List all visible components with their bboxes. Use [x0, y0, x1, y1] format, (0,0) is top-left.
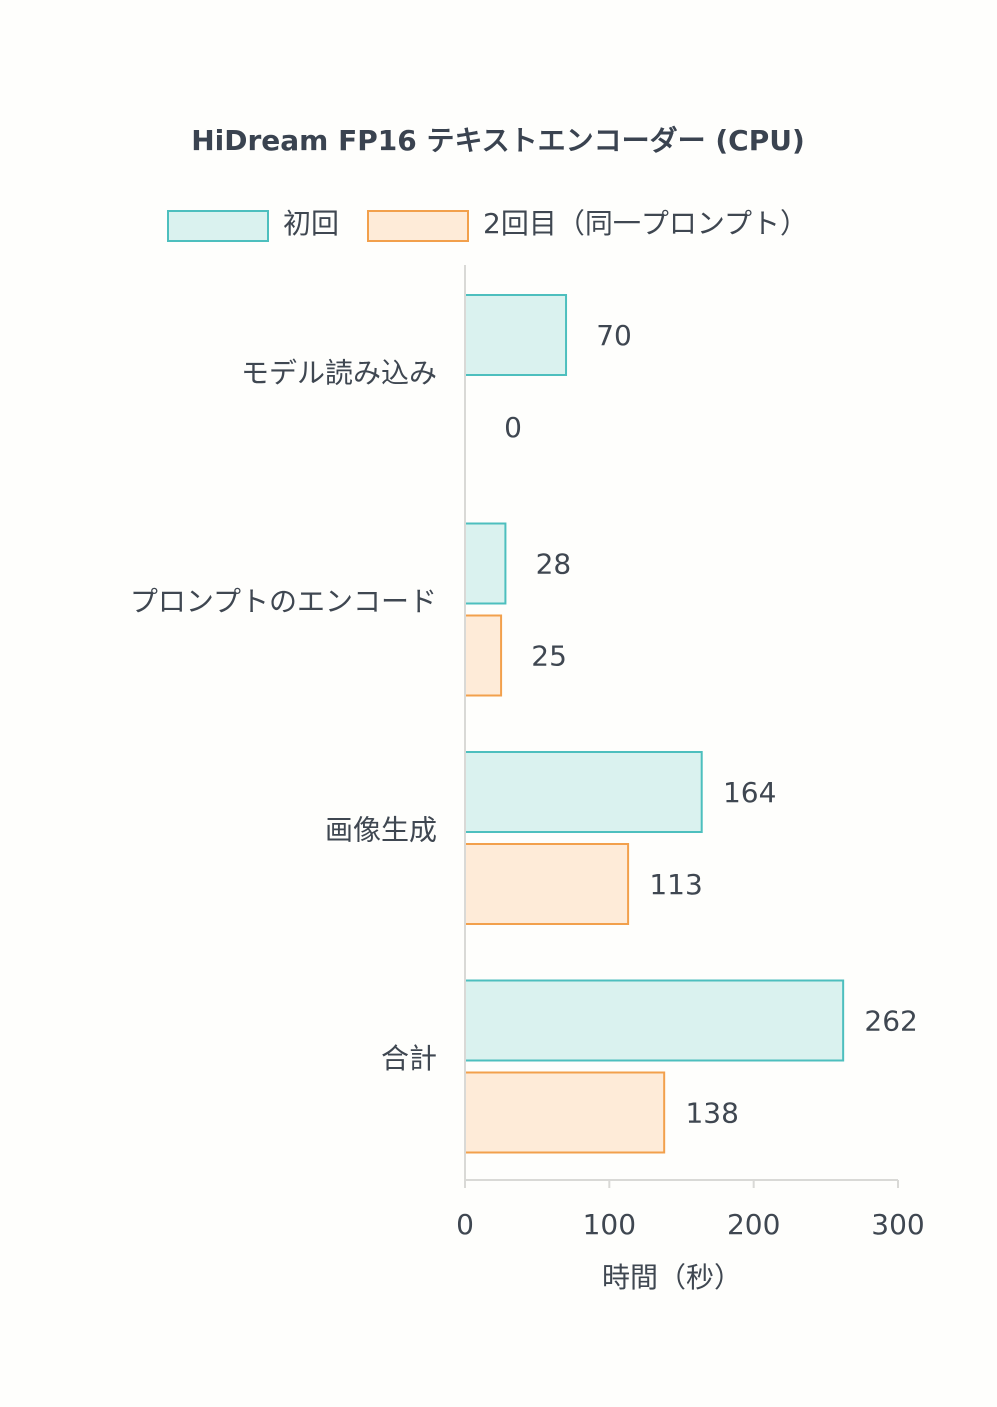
category-label-1: モデル読み込み	[241, 356, 437, 389]
chart-title: HiDream FP16 テキストエンコーダー (CPU)	[191, 124, 805, 157]
value-label-1-series-1: 70	[596, 319, 632, 352]
category-label-3: 画像生成	[325, 813, 437, 846]
value-label-3-series-1: 164	[723, 776, 776, 809]
value-label-4-series-2: 138	[685, 1097, 738, 1130]
x-tick-label-3: 200	[727, 1208, 780, 1241]
value-label-2-series-1: 28	[536, 548, 572, 581]
legend-label-2: 2回目（同一プロンプト）	[483, 207, 808, 240]
x-axis-title: 時間（秒）	[602, 1261, 742, 1294]
value-label-2-series-2: 25	[531, 640, 567, 673]
bar-4-series-2	[464, 1071, 666, 1154]
category-label-2: プロンプトのエンコード	[130, 585, 437, 618]
bar-2-series-1	[464, 522, 507, 605]
bars-group	[464, 294, 845, 1154]
x-ticks-group: 0 100 200 300	[456, 1180, 925, 1241]
value-label-3-series-2: 113	[649, 868, 702, 901]
legend: 初回 2回目（同一プロンプト）	[167, 207, 808, 242]
bar-4-series-1	[464, 979, 845, 1062]
x-tick-label-1: 0	[456, 1208, 474, 1241]
x-tick-label-2: 100	[583, 1208, 636, 1241]
bar-2-series-2	[464, 614, 503, 697]
category-label-4: 合計	[381, 1042, 437, 1075]
legend-swatch-2	[367, 210, 469, 242]
x-tick-label-4: 300	[871, 1208, 924, 1241]
bar-1-series-1	[464, 294, 568, 376]
value-label-4-series-1: 262	[864, 1005, 917, 1038]
value-label-1-series-2: 0	[504, 411, 522, 444]
bar-3-series-2	[464, 843, 630, 925]
bar-3-series-1	[464, 751, 703, 833]
legend-label-1: 初回	[283, 207, 339, 240]
legend-swatch-1	[167, 210, 269, 242]
value-labels-group: 70 0 28 25 164 113 262 138	[504, 319, 918, 1130]
